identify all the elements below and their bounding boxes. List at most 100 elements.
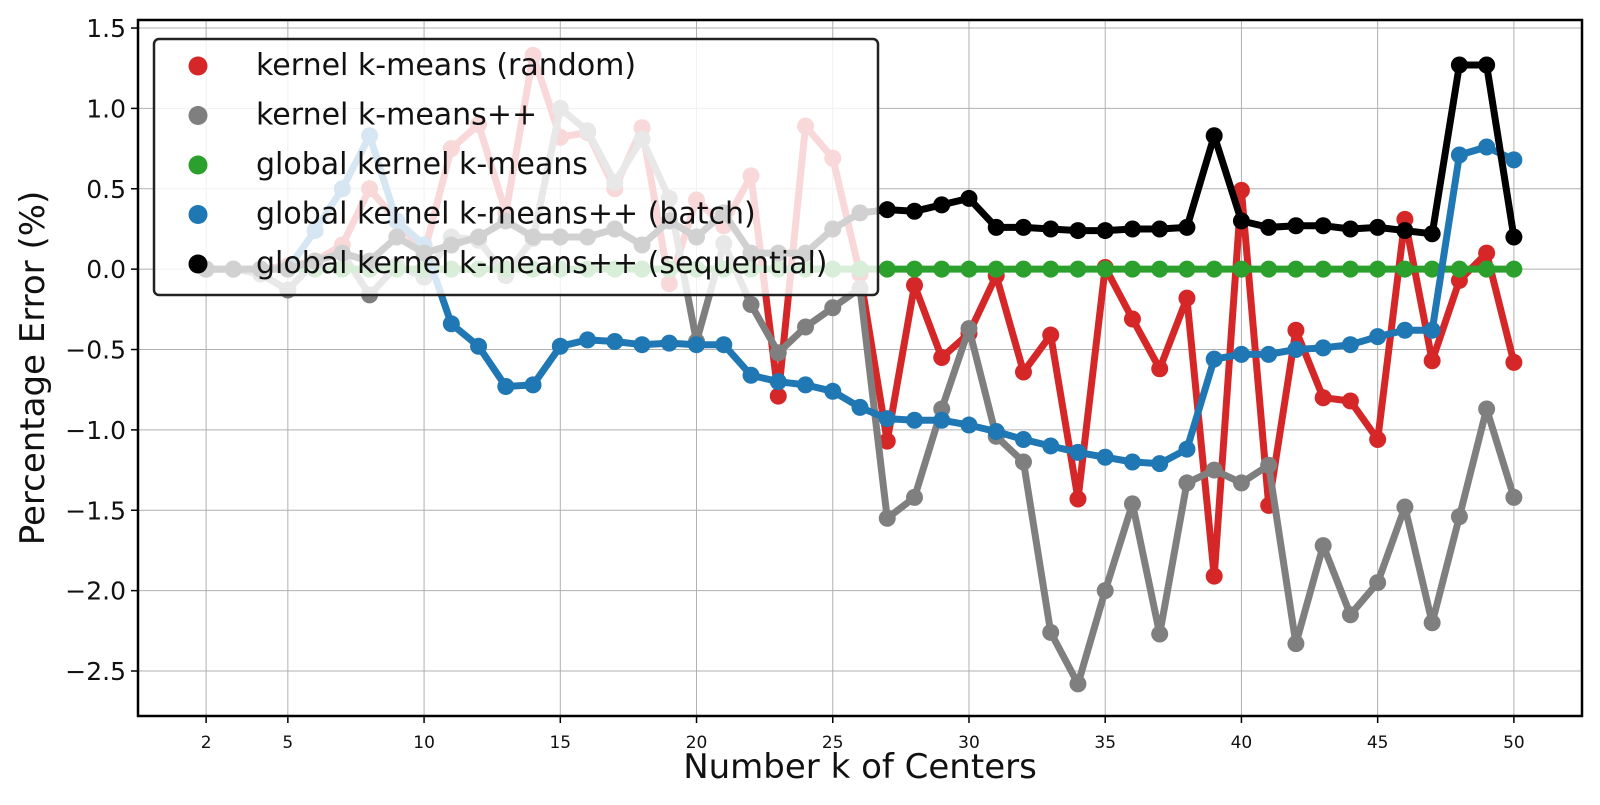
x-tick-label: 10 [413, 733, 435, 753]
data-point [1205, 127, 1223, 145]
x-tick-label: 45 [1367, 733, 1389, 753]
data-point [1205, 567, 1223, 585]
data-point [769, 373, 787, 391]
data-point [1396, 498, 1414, 516]
data-point [878, 432, 896, 450]
data-point [769, 387, 787, 405]
legend-marker [188, 254, 208, 274]
data-point [1260, 218, 1278, 236]
data-point [524, 376, 542, 394]
data-point [905, 276, 923, 294]
legend-marker [188, 205, 208, 224]
data-point [1287, 341, 1305, 359]
data-point [1423, 321, 1441, 339]
legend-label: global kernel k-means++ (batch) [256, 197, 756, 232]
data-point [688, 336, 706, 354]
data-point [851, 398, 869, 416]
legend-box [152, 37, 880, 297]
data-point [1014, 453, 1032, 471]
data-point [1069, 675, 1087, 693]
y-axis-title: Percentage Error (%) [13, 191, 53, 546]
data-point [1423, 260, 1441, 278]
data-point [905, 411, 923, 429]
data-point [1505, 151, 1523, 169]
data-point [1042, 623, 1060, 641]
legend-marker [188, 106, 208, 125]
data-point [960, 260, 978, 278]
data-point [1178, 289, 1196, 307]
data-point [987, 422, 1005, 440]
data-point [1423, 225, 1441, 243]
y-tick-label: 0.5 [86, 175, 126, 204]
x-tick-label: 15 [549, 733, 571, 753]
y-tick-label: 0.0 [86, 255, 126, 284]
x-tick-label: 50 [1503, 733, 1525, 753]
x-tick-label: 30 [958, 733, 980, 753]
y-axis-ticks: 1.5 1.0 0.5 0.0 −0.5 −1.0 −1.5 −2.0 −2.5 [65, 14, 138, 686]
data-point [1042, 260, 1060, 278]
data-point [1287, 260, 1305, 278]
data-point [1014, 431, 1032, 449]
data-point [1014, 363, 1032, 381]
data-point [960, 189, 978, 207]
x-tick-label: 25 [822, 733, 844, 753]
legend-marker [188, 56, 208, 76]
data-point [1151, 455, 1169, 473]
y-tick-label: −1.0 [65, 416, 126, 445]
legend-label: global kernel k-means++ (sequential) [256, 246, 828, 281]
legend-marker [188, 155, 208, 175]
data-point [878, 260, 896, 278]
data-point [1232, 260, 1250, 278]
legend-label: global kernel k-means [256, 147, 588, 182]
data-point [1260, 456, 1278, 474]
data-point [905, 202, 923, 220]
data-point [1178, 440, 1196, 458]
data-point [497, 377, 515, 395]
data-point [987, 260, 1005, 278]
x-tick-label: 40 [1231, 733, 1253, 753]
x-tick-label: 2 [201, 733, 212, 753]
y-tick-label: −2.5 [65, 657, 126, 686]
data-point [1314, 389, 1332, 407]
data-point [1096, 448, 1114, 466]
data-point [1478, 400, 1496, 418]
plot-frame [136, 18, 1584, 718]
data-point [797, 318, 815, 336]
data-point [1450, 508, 1468, 526]
data-point [1232, 181, 1250, 199]
data-point [933, 260, 951, 278]
data-point [1014, 260, 1032, 278]
data-point [660, 334, 678, 352]
y-tick-label: 1.0 [86, 94, 126, 123]
data-point [1205, 461, 1223, 479]
data-point [1123, 260, 1141, 278]
data-point [1069, 222, 1087, 240]
data-point [1069, 260, 1087, 278]
data-point [470, 337, 488, 355]
data-point [1042, 220, 1060, 238]
data-point [905, 260, 923, 278]
data-point [1287, 217, 1305, 235]
data-point [824, 382, 842, 400]
data-point [742, 296, 760, 314]
data-point [878, 509, 896, 527]
data-point [579, 331, 597, 349]
data-point [1478, 260, 1496, 278]
data-point [960, 416, 978, 434]
data-point [905, 488, 923, 506]
data-point [987, 218, 1005, 236]
data-point [933, 196, 951, 214]
data-point [1287, 321, 1305, 339]
data-point [1396, 321, 1414, 339]
data-point [1341, 392, 1359, 410]
data-point [960, 320, 978, 338]
data-point [1341, 260, 1359, 278]
legend-label: kernel k-means (random) [256, 48, 636, 83]
data-point [1369, 328, 1387, 346]
data-point [1505, 260, 1523, 278]
legend: kernel k-means (random) kernel k-means++ g… [152, 37, 880, 297]
data-point [606, 332, 624, 350]
data-point [1123, 453, 1141, 471]
data-point [1369, 574, 1387, 592]
